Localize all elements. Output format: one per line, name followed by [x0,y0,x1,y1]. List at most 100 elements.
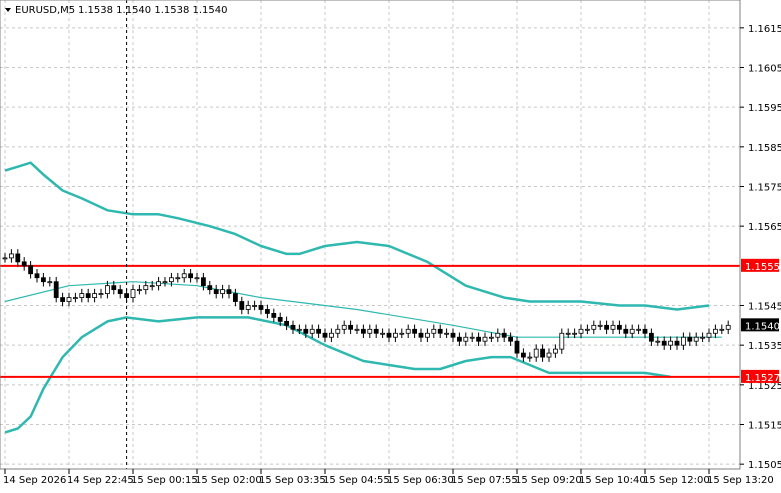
candle-body [687,336,693,342]
candle-body [143,285,149,291]
horizontal-levels[interactable] [0,264,740,378]
candle-body [578,328,584,334]
y-tick-label: 1.1515 [748,421,781,432]
x-tick-label: 15 Sep 00:15 [131,475,198,486]
moving-average-line [4,281,722,338]
candle-body [239,301,245,310]
x-tick-label: 15 Sep 09:20 [515,475,582,486]
candle-body [444,332,450,335]
candle-body [156,281,162,287]
candle-body [360,328,366,334]
candle-body [693,336,699,342]
candle-body [674,340,680,346]
candle-body [271,313,277,318]
triangle-down-icon[interactable] [5,8,11,12]
candle-body [533,348,539,358]
candle-body [136,289,142,292]
candle-body [354,328,360,331]
candle-body [463,336,469,342]
candle-body [341,324,347,330]
candle-body [597,324,603,327]
candle-body [668,340,673,346]
y-tick-label: 1.1505 [748,460,781,471]
candle-body [386,332,392,338]
candle-body [130,289,136,298]
candle-body [456,336,462,342]
candle-body [572,332,577,335]
candle-body [181,273,187,279]
candle-body [706,332,712,338]
candle-body [322,332,328,338]
candle-body [277,316,283,322]
candle-body [111,285,117,291]
candle-body [162,281,168,284]
candle-body [34,273,40,279]
candle-body [264,309,270,314]
candle-body [617,324,622,330]
candle-body [252,305,258,307]
candle-body [495,332,501,338]
candle-body [591,324,597,330]
lower-band-line [4,316,671,434]
candle-body [53,281,59,298]
plot-frame [0,0,741,470]
candle-body [220,289,226,294]
candle-body [66,297,72,302]
candle-body [348,324,354,330]
candle-body [546,352,552,358]
candle-body [316,328,322,334]
candle-body [60,297,65,302]
symbol-label: EURUSD,M5 [15,5,75,16]
candle-body [41,277,46,283]
y-tick-label: 1.1605 [748,64,781,75]
candle-body [85,293,91,298]
level-price-tag[interactable] [741,369,779,383]
candle-body [105,285,110,294]
candle-body [188,273,194,279]
candle-body [501,332,507,338]
candle-body [585,328,590,331]
candles [2,249,731,362]
candle-body [521,352,526,358]
price-axis[interactable]: 1.1615 1.1605 1.1595 1.1585 1.1575 1.1565 1.15… [740,24,781,471]
candle-body [2,257,8,260]
current-price-label: 1.1540 [745,321,780,332]
candle-body [636,328,641,331]
candle-body [431,328,437,334]
candle-body [655,340,661,343]
candle-body [79,293,85,298]
candle-body [335,328,341,334]
candle-body [328,332,334,338]
candle-body [565,332,571,335]
x-tick-label: 15 Sep 13:20 [707,475,774,486]
candle-body [514,340,520,354]
candle-body [98,293,104,296]
candle-body [642,328,648,334]
candle-body [303,328,309,334]
candle-body [226,289,232,294]
level-price-tag[interactable] [741,258,779,272]
candle-body [194,277,200,280]
candle-body [213,289,219,294]
candle-body [476,336,482,342]
level-price-label: 1.1555 [745,262,780,273]
candle-body [245,305,251,310]
x-tick-label: 14 Sep 2026 [3,475,66,486]
indicator-bands [4,161,722,434]
current-price-tag [741,318,779,332]
candle-body [168,277,174,283]
candle-body [8,253,14,259]
candle-body [508,336,514,342]
x-tick-label: 15 Sep 10:40 [579,475,646,486]
y-tick-label: 1.1545 [748,302,781,313]
candle-body [719,328,725,331]
level-price-label: 1.1527 [745,373,780,384]
x-tick-label: 15 Sep 04:55 [323,475,390,486]
x-tick-label: 15 Sep 12:00 [643,475,710,486]
candle-body [290,324,296,330]
candle-body [482,336,488,342]
candle-body [399,332,405,335]
